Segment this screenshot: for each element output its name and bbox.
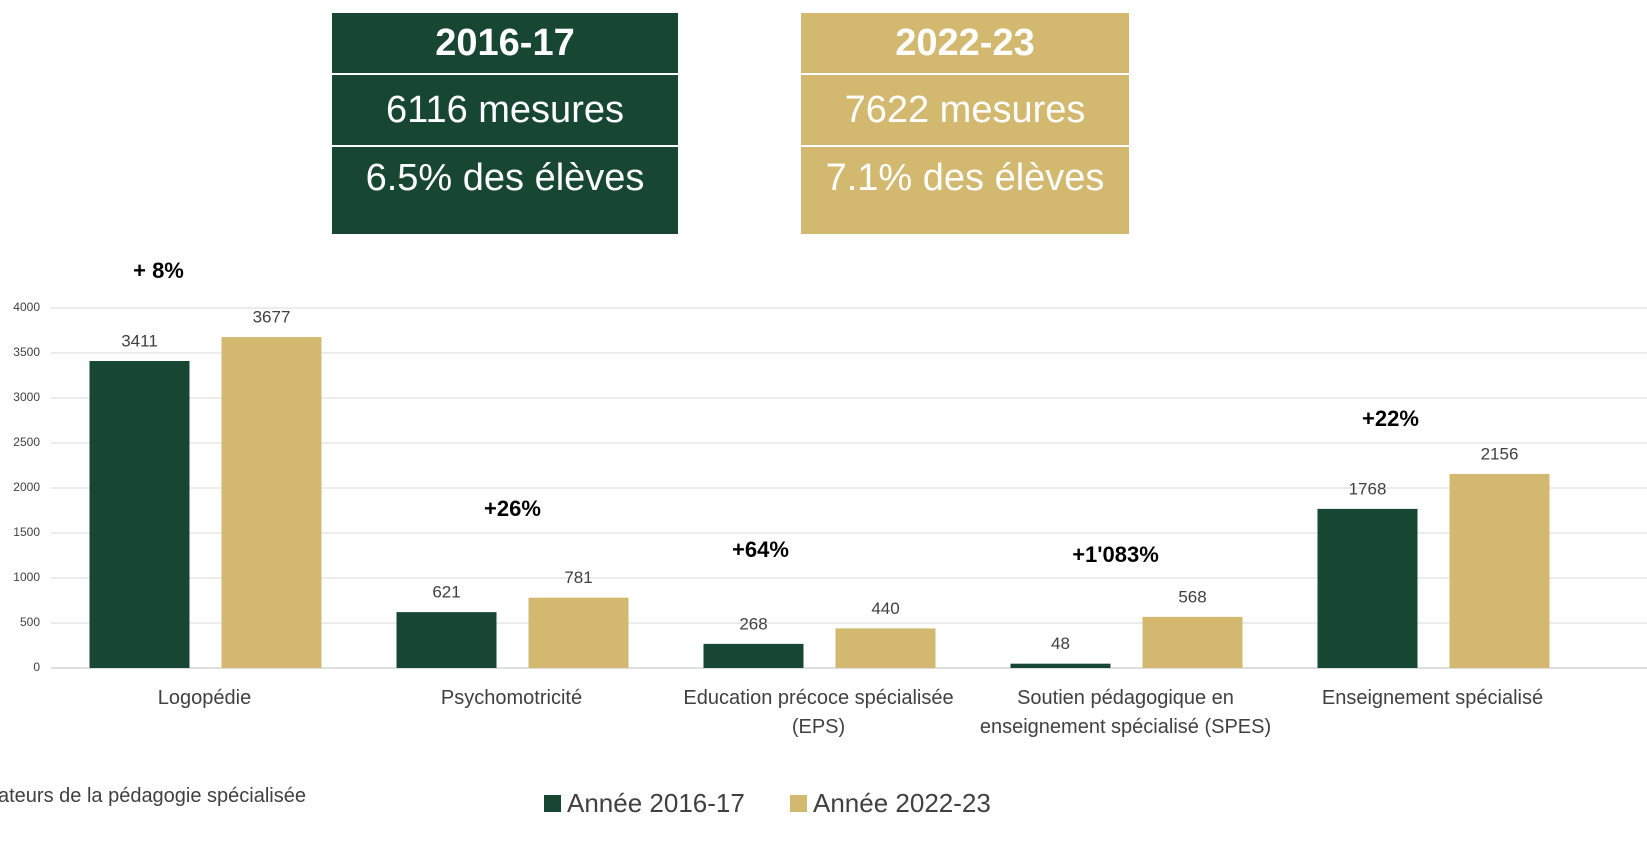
bar <box>1449 473 1550 668</box>
data-label: 621 <box>432 583 460 602</box>
data-label: 268 <box>739 614 767 633</box>
annotation: +64% <box>732 537 789 562</box>
summary-box: 2022-23 7622 mesures 7.1% des élèves <box>801 13 1129 234</box>
summary-share: 7.1% des élèves <box>825 156 1105 199</box>
summary-year: 2016-17 <box>332 13 678 75</box>
legend-item: Année 2022-23 <box>790 788 991 819</box>
legend-swatch <box>790 795 807 812</box>
data-label: 48 <box>1051 634 1070 653</box>
bar <box>89 361 190 668</box>
y-tick-label: 3500 <box>13 345 40 359</box>
data-label: 1768 <box>1349 479 1387 498</box>
bar <box>221 337 322 668</box>
x-tick-label: Logopédie <box>157 687 252 709</box>
summary-measures: 7622 mesures <box>801 75 1129 147</box>
legend-swatch <box>544 795 561 812</box>
legend-item: Année 2016-17 <box>544 788 745 819</box>
x-tick-label: Soutien pédagogique en enseignement spéc… <box>979 687 1272 738</box>
data-label: 3411 <box>121 331 158 350</box>
bar <box>1317 508 1418 668</box>
bar <box>835 628 936 668</box>
bar <box>1010 663 1111 668</box>
data-label: 2156 <box>1481 444 1519 463</box>
bar <box>528 597 629 668</box>
y-tick-label: 500 <box>20 615 40 629</box>
y-tick-label: 3000 <box>13 390 40 404</box>
annotation: +22% <box>1362 406 1419 431</box>
summary-year: 2022-23 <box>801 13 1129 75</box>
y-tick-label: 4000 <box>13 300 40 314</box>
data-label: 3677 <box>253 308 291 327</box>
summary-measures: 6116 mesures <box>332 75 678 147</box>
data-label: 781 <box>564 568 592 587</box>
source-note: ateurs de la pédagogie spécialisée <box>0 785 306 807</box>
bar <box>1142 616 1243 668</box>
y-tick-label: 2500 <box>13 435 40 449</box>
y-tick-label: 0 <box>33 660 40 674</box>
x-tick-label: Enseignement spécialisé <box>1321 687 1544 709</box>
data-label: 440 <box>871 599 899 618</box>
legend-label: Année 2016-17 <box>567 788 745 818</box>
legend-label: Année 2022-23 <box>813 788 991 818</box>
y-tick-label: 1000 <box>13 570 40 584</box>
bar <box>396 612 497 668</box>
annotation: +26% <box>484 496 541 521</box>
summary-share: 6.5% des élèves <box>365 156 645 199</box>
y-tick-label: 1500 <box>13 525 40 539</box>
x-tick-label: Psychomotricité <box>440 687 583 709</box>
annotation: +1'083% <box>1072 542 1159 567</box>
data-label: 568 <box>1178 587 1206 606</box>
x-tick-label: Education précoce spécialisée (EPS) <box>683 687 954 738</box>
annotation: + 8% <box>133 258 184 283</box>
y-tick-label: 2000 <box>13 480 40 494</box>
bar <box>703 643 804 668</box>
summary-box: 2016-17 6116 mesures 6.5% des élèves <box>332 13 678 234</box>
